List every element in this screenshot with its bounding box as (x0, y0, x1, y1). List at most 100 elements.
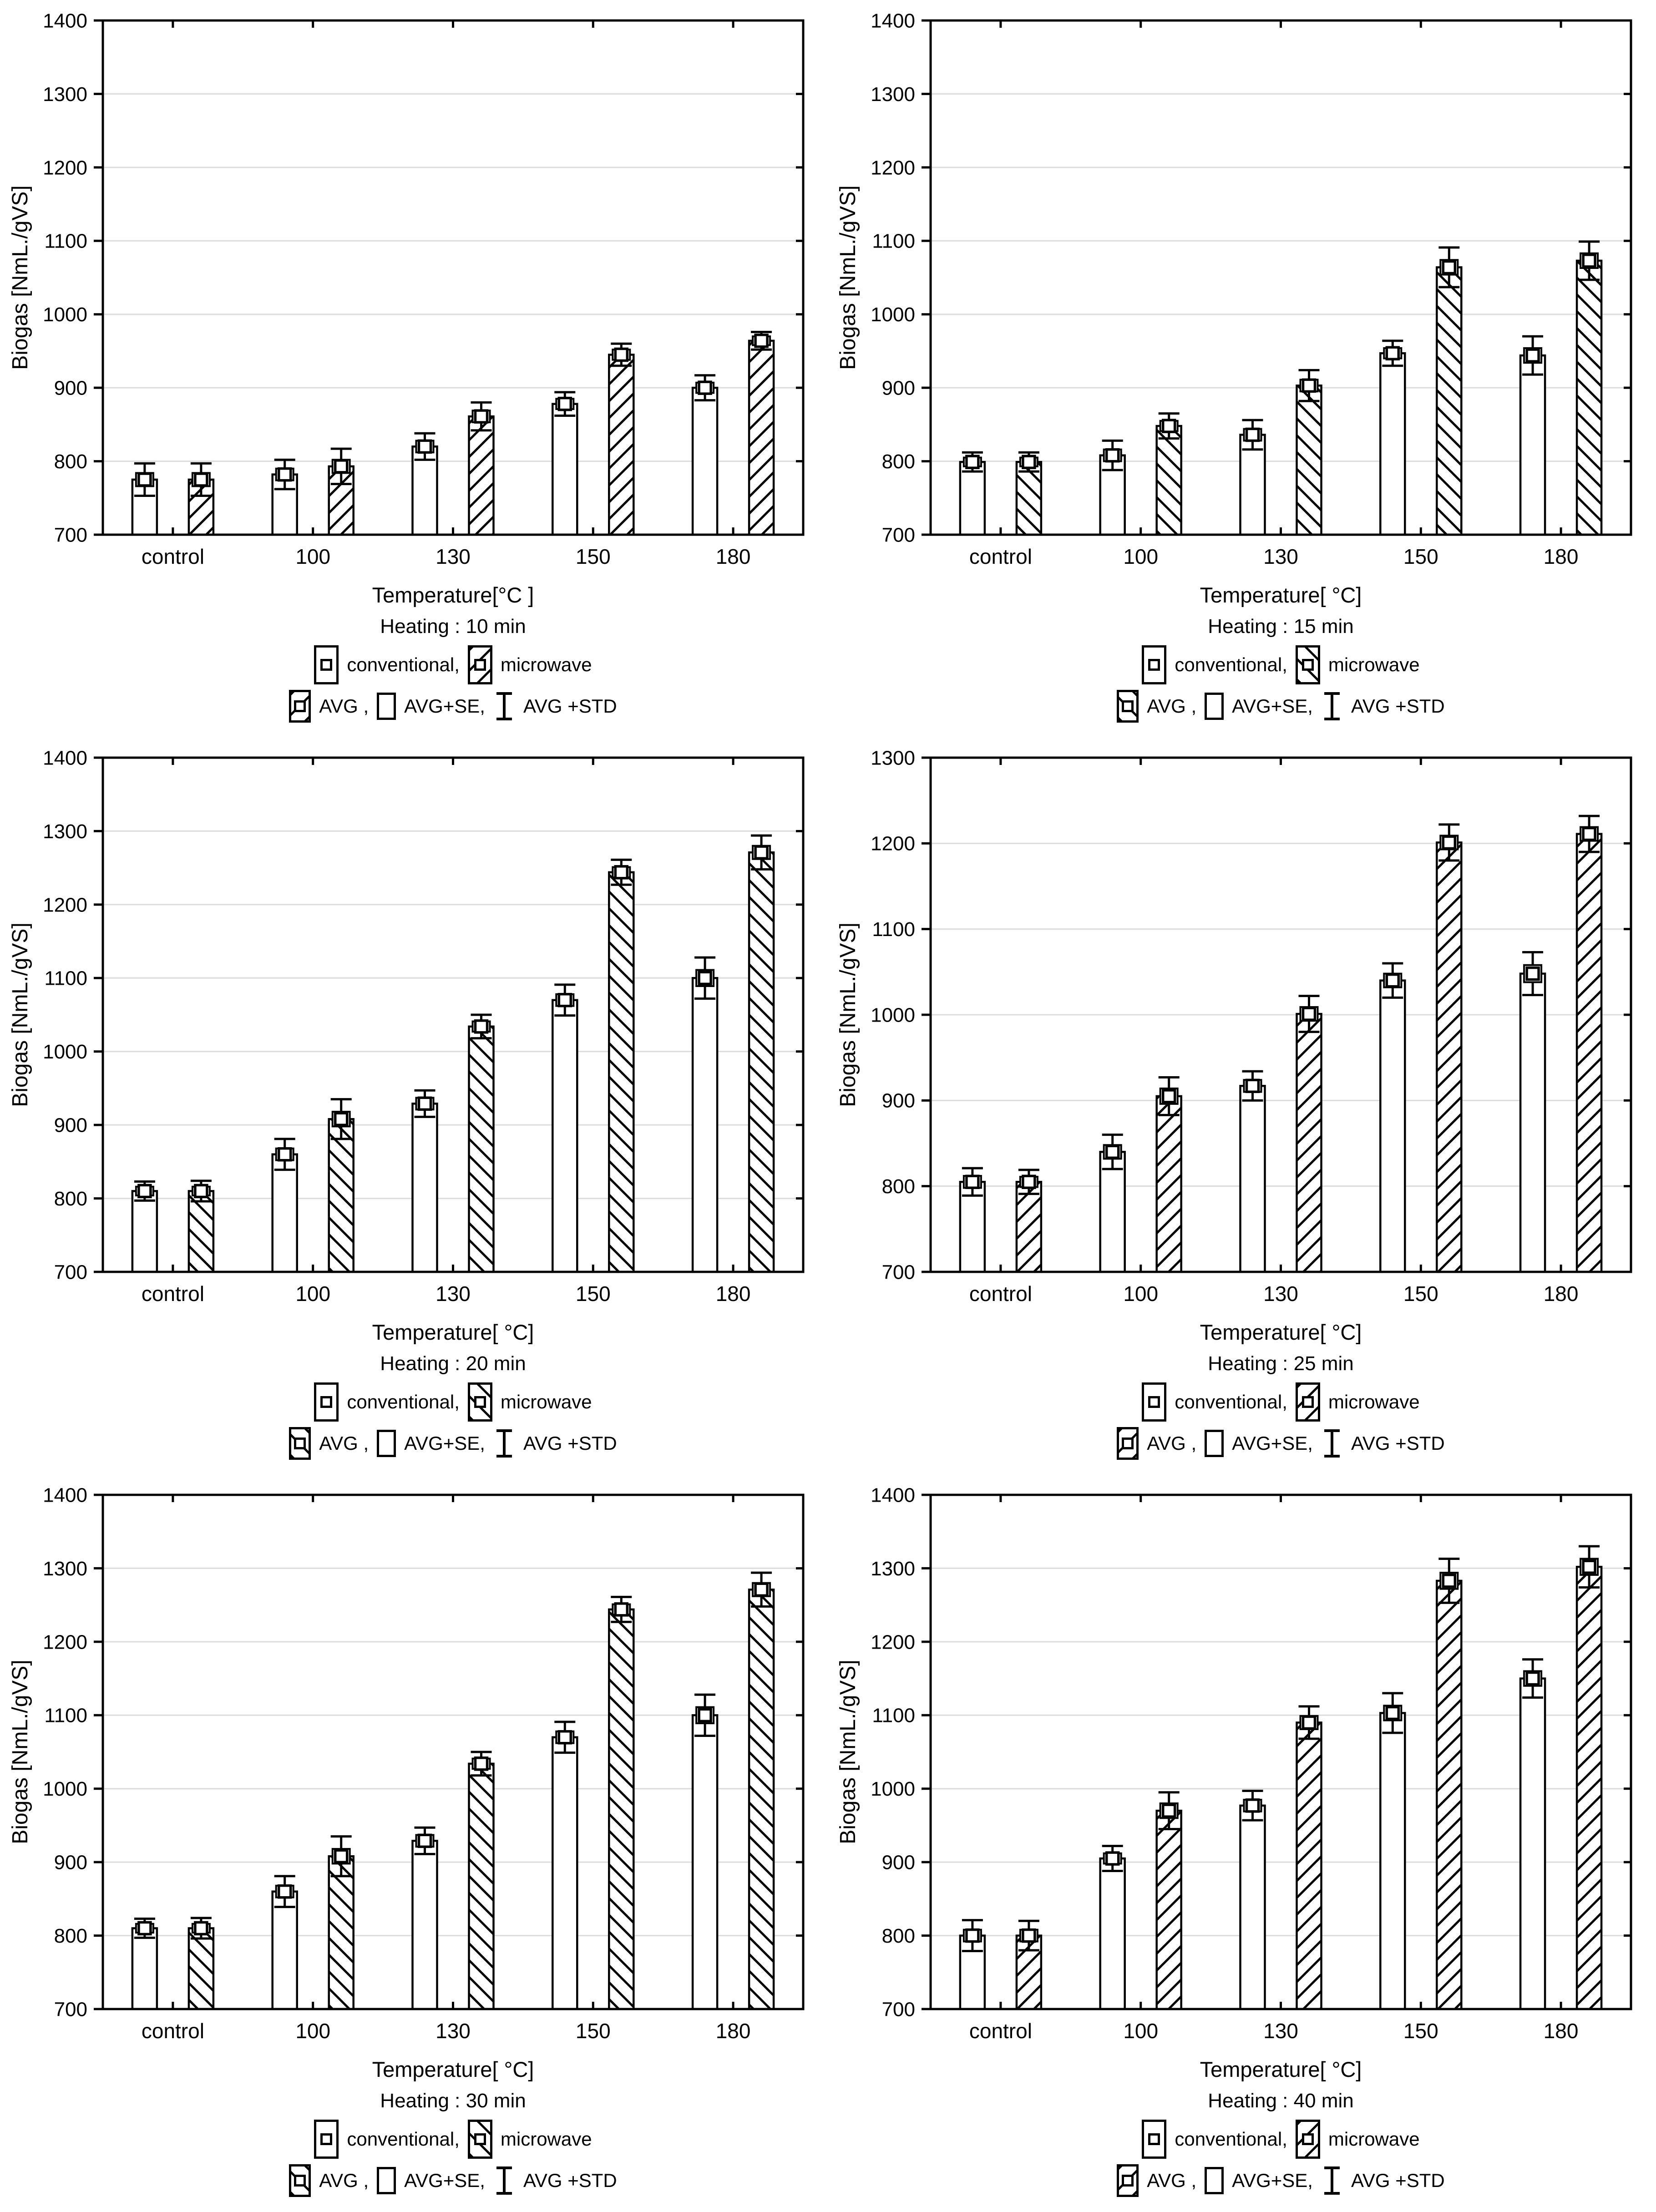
legend-avg-label: AVG , (319, 1432, 369, 1454)
error-bars (962, 1545, 1600, 1952)
avg-marker (1525, 348, 1540, 363)
series-legend: conventional, microwave (931, 2118, 1631, 2160)
y-tick-label: 800 (882, 450, 915, 473)
y-axis: 700 800 900 1000 1100 1200 1300 (871, 747, 1631, 1283)
y-tick-label: 900 (54, 1852, 87, 1874)
plot-frame (929, 756, 1632, 1273)
legend-avg-swatch (1117, 1427, 1139, 1460)
y-axis-title: Biogas [NmL./gVS] (836, 922, 860, 1107)
avg-marker (1105, 448, 1120, 463)
plot-frame (929, 1493, 1632, 2010)
y-tick-label: 1000 (43, 304, 87, 326)
errorbar-conventional-180 (1522, 951, 1544, 997)
legend-avg-swatch (289, 690, 311, 723)
y-tick-label: 1200 (43, 157, 87, 179)
avg-marker (474, 409, 489, 424)
x-tick-label: 100 (1123, 2019, 1158, 2043)
avg-marker (1022, 1174, 1036, 1189)
y-tick-label: 1300 (871, 1558, 915, 1580)
avg-marker (1161, 419, 1176, 433)
avg-marker (137, 472, 152, 487)
errorbar-microwave-130 (1298, 1705, 1320, 1740)
y-tick-label: 1100 (872, 1705, 915, 1727)
error-bars (134, 330, 772, 497)
avg-marker (965, 455, 980, 469)
y-tick-label: 1100 (872, 918, 915, 941)
errorbar-microwave-100 (330, 1835, 352, 1878)
avg-marker (1442, 835, 1457, 850)
error-bars (962, 815, 1600, 1197)
avg-marker (194, 1921, 208, 1936)
plot-frame (101, 1493, 805, 2010)
errorbar-microwave-180 (751, 330, 772, 351)
legend-avg-label: AVG , (1147, 695, 1197, 717)
heating-subtitle: Heating : 40 min (1208, 2090, 1354, 2112)
errorbar-conventional-130 (1242, 1070, 1263, 1102)
avg-marker-icon (294, 1438, 306, 1449)
y-tick-label: 1400 (43, 1484, 87, 1506)
avg-marker (474, 1756, 489, 1771)
y-tick-label: 700 (54, 1998, 87, 2020)
legend-se-swatch (377, 693, 396, 720)
errorbar-microwave-130 (1298, 995, 1320, 1033)
legend-microwave-label: microwave (1328, 654, 1420, 675)
y-tick-label: 1000 (871, 1004, 915, 1026)
avg-marker (1245, 427, 1260, 442)
x-tick-label: 130 (436, 1282, 471, 1306)
avg-marker-icon (320, 659, 333, 671)
y-tick-label: 1300 (43, 83, 87, 106)
x-tick-label: 130 (436, 2019, 471, 2043)
plot-frame (101, 19, 805, 536)
legend-se-swatch (377, 1430, 396, 1457)
y-tick-label: 800 (54, 1188, 87, 1210)
errorbar-microwave-100 (1158, 412, 1180, 440)
errorbar-microwave-control (190, 1917, 212, 1940)
y-tick-label: 700 (54, 1261, 87, 1283)
avg-marker (1302, 1007, 1317, 1021)
errorbar-microwave-130 (471, 1751, 492, 1777)
series-legend: conventional, microwave (103, 644, 803, 686)
legend-conventional-swatch (1142, 645, 1167, 684)
plot-area: 700 800 900 1000 1100 1200 1300 1400 control 100 1… (8, 747, 805, 1306)
errorbar-conventional-180 (694, 1693, 716, 1737)
errorbar-microwave-150 (611, 1595, 632, 1623)
errorbar-conventional-180 (1522, 1658, 1544, 1699)
legend-avg-label: AVG , (319, 2170, 369, 2191)
stats-legend: AVG , AVG+SE, AVG +STD (103, 688, 803, 724)
y-tick-label: 900 (882, 1852, 915, 1874)
errorbar-microwave-180 (751, 1571, 772, 1608)
y-tick-label: 700 (54, 524, 87, 546)
x-tick-label: control (142, 2019, 204, 2043)
x-tick-label: 100 (295, 1282, 330, 1306)
legend-microwave-label: microwave (1328, 1391, 1420, 1412)
y-tick-label: 1200 (43, 894, 87, 916)
avg-marker (754, 1582, 769, 1597)
legend-conventional-swatch (314, 1382, 339, 1422)
avg-marker (698, 380, 712, 395)
y-axis: 700 800 900 1000 1100 1200 1300 1400 (43, 1484, 803, 2020)
x-tick-label: 180 (1544, 545, 1579, 568)
avg-marker-icon (1148, 2133, 1160, 2145)
y-tick-label: 900 (882, 1090, 915, 1112)
x-tick-label: 100 (1123, 545, 1158, 568)
series-legend: conventional, microwave (103, 2118, 803, 2160)
errorbar-conventional-180 (694, 374, 716, 402)
y-tick-label: 1000 (43, 1041, 87, 1063)
y-tick-label: 1100 (44, 230, 87, 253)
plot-frame (101, 756, 805, 1273)
errorbar-conventional-control (962, 1167, 983, 1197)
errorbar-microwave-control (190, 1179, 212, 1203)
errorbar-conventional-control (134, 1917, 155, 1939)
y-axis-title: Biogas [NmL./gVS] (8, 922, 32, 1107)
avg-marker (614, 347, 629, 362)
avg-marker (1442, 1574, 1457, 1588)
x-axis-title: Temperature[°C ] (372, 583, 534, 607)
gridlines (104, 830, 802, 1200)
legend-conventional-label: conventional, (347, 654, 460, 675)
avg-marker (277, 467, 292, 482)
legend-avg-swatch (1117, 690, 1139, 723)
x-tick-label: 180 (716, 2019, 751, 2043)
x-tick-label: control (142, 1282, 204, 1306)
avg-marker-icon (1302, 1396, 1314, 1408)
errorbar-microwave-150 (611, 858, 632, 886)
